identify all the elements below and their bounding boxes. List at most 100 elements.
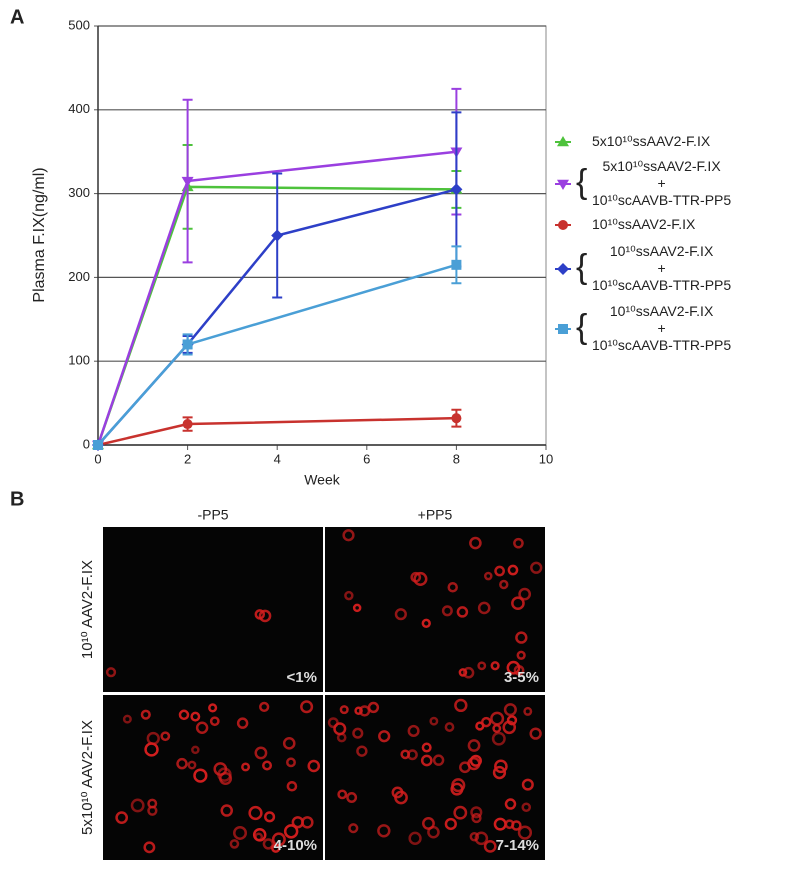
cell-signal <box>467 739 481 752</box>
cell-signal <box>195 721 209 734</box>
cell-signal <box>453 805 468 820</box>
cell-signal <box>454 698 468 713</box>
x-tick-label: 6 <box>363 451 370 466</box>
cell-signal <box>480 716 492 728</box>
y-tick-label: 500 <box>68 17 90 32</box>
cell-signal <box>160 731 171 742</box>
cell-signal <box>354 706 363 716</box>
cell-signal <box>213 762 228 776</box>
cell-signal <box>408 831 422 845</box>
cell-signal <box>327 717 339 729</box>
cell-signal <box>262 760 273 771</box>
y-tick-label: 200 <box>68 269 90 284</box>
cell-signal <box>469 754 482 767</box>
cell-signal <box>378 730 391 743</box>
cell-signal <box>521 802 532 813</box>
x-tick-label: 8 <box>453 451 460 466</box>
cell-signal <box>517 825 533 840</box>
cell-signal <box>115 811 129 824</box>
cell-signal <box>406 749 418 761</box>
legend-brace: { <box>576 248 587 286</box>
cell-signal <box>502 720 517 735</box>
cell-signal <box>252 828 267 842</box>
cell-signal <box>358 705 371 717</box>
cell-signal <box>421 618 431 629</box>
cell-signal <box>516 650 526 660</box>
cell-signal <box>523 706 533 716</box>
cell-signal <box>271 843 281 853</box>
cell-signal <box>337 789 348 800</box>
legend-label: 5x10¹⁰ssAAV2-F.IX + 10¹⁰scAAVB-TTR-PP5 <box>592 158 732 208</box>
cell-signal <box>191 745 200 755</box>
x-tick-label: 4 <box>274 451 281 466</box>
cell-signal <box>339 705 349 715</box>
cell-signal <box>346 792 358 803</box>
cell-signal <box>462 666 475 679</box>
cell-signal <box>432 754 445 766</box>
cell-signal <box>143 841 156 854</box>
cell-signal <box>506 660 521 675</box>
cell-signal <box>208 703 218 713</box>
micrograph <box>325 695 545 860</box>
cell-signal <box>258 609 272 623</box>
legend-brace: { <box>576 308 587 346</box>
cell-signal <box>300 700 314 714</box>
cell-signal <box>236 717 249 729</box>
y-tick-label: 100 <box>68 353 90 368</box>
cell-signal <box>394 608 407 621</box>
cell-signal <box>187 760 197 770</box>
cell-signal <box>507 564 519 576</box>
cell-signal <box>429 716 439 726</box>
plot-area <box>97 25 547 446</box>
cell-signal <box>291 816 304 829</box>
column-title: +PP5 <box>418 507 453 523</box>
marker <box>450 183 463 196</box>
marker <box>182 339 193 350</box>
micrograph <box>103 527 323 692</box>
cell-signal <box>336 732 347 743</box>
percentage-label: <1% <box>287 669 317 686</box>
cell-signal <box>413 571 428 586</box>
y-tick-label: 400 <box>68 101 90 116</box>
legend-label: 10¹⁰ssAAV2-F.IX + 10¹⁰scAAVB-TTR-PP5 <box>592 303 732 353</box>
marker <box>182 419 193 430</box>
cell-signal <box>456 606 469 618</box>
cell-signal <box>471 812 482 824</box>
cell-signal <box>511 596 525 611</box>
cell-signal <box>105 667 117 678</box>
legend-label: 10¹⁰ssAAV2-F.IX + 10¹⁰scAAVB-TTR-PP5 <box>592 243 732 293</box>
cell-signal <box>407 724 420 737</box>
percentage-label: 3-5% <box>504 669 539 686</box>
cell-signal <box>483 839 497 853</box>
cell-signal <box>470 806 483 819</box>
marker <box>451 259 462 270</box>
marker <box>93 440 103 450</box>
cell-signal <box>264 811 276 823</box>
cell-signal <box>469 832 480 842</box>
legend-label: 10¹⁰ssAAV2-F.IX <box>592 216 696 232</box>
cell-signal <box>513 537 524 549</box>
cell-signal <box>492 724 502 733</box>
cell-signal <box>248 805 263 821</box>
cell-signal <box>447 581 458 593</box>
cell-signal <box>220 804 234 817</box>
cell-signal <box>262 838 275 850</box>
legend-brace: { <box>576 163 587 201</box>
cell-signal <box>503 703 517 717</box>
cell-signal <box>499 579 509 590</box>
cell-signal <box>530 561 543 574</box>
cell-signal <box>241 762 251 772</box>
cell-signal <box>140 709 151 720</box>
cell-signal <box>176 757 188 770</box>
cell-signal <box>474 831 489 846</box>
cell-signal <box>352 727 364 739</box>
cell-signal <box>521 778 534 791</box>
cell-signal <box>475 721 485 731</box>
cell-signal <box>233 825 248 840</box>
cell-signal <box>458 668 468 677</box>
y-tick-label: 300 <box>68 185 90 200</box>
cell-signal <box>307 759 321 773</box>
cell-signal <box>342 529 355 542</box>
cell-signal <box>377 824 391 838</box>
